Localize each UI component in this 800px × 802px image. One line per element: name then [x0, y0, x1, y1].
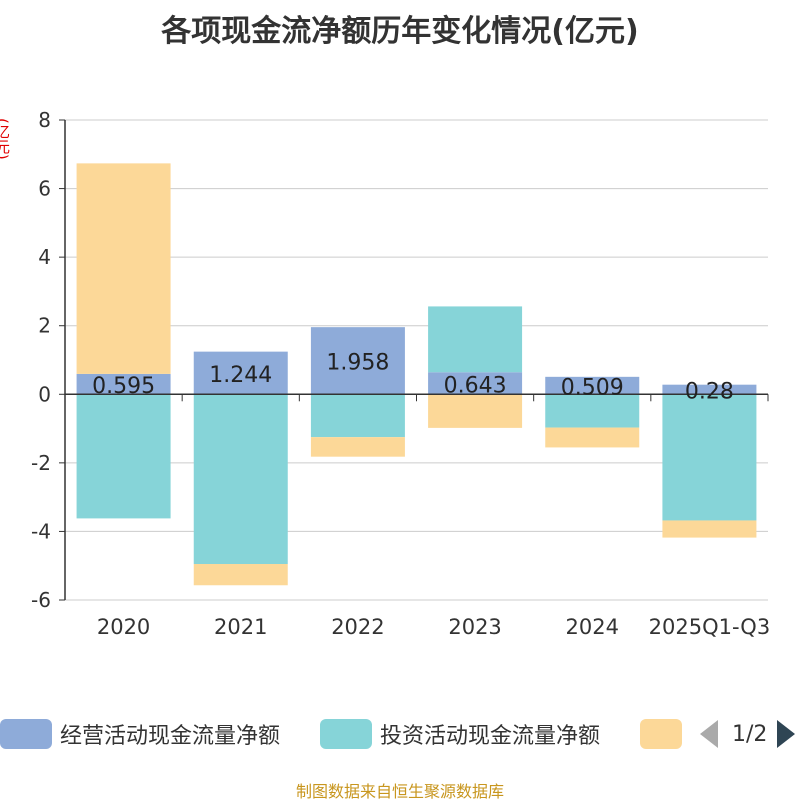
legend-label-investing: 投资活动现金流量净额 [380, 724, 601, 749]
bar-financing-2024 [545, 427, 640, 448]
x-category-label: 2022 [331, 615, 384, 639]
y-tick-label: 2 [38, 314, 51, 338]
bar-investing-2022 [310, 394, 405, 438]
x-category-label: 2023 [448, 615, 501, 639]
bar-operating-2025Q1-Q3 [662, 384, 757, 395]
legend-item-financing[interactable] [640, 716, 682, 752]
y-axis-unit-label: (亿元) [0, 118, 11, 160]
bar-investing-2024 [545, 394, 640, 428]
data-labels: 0.595 1.244 1.958 0.643 0.509 0.28 [92, 351, 734, 405]
legend-next-page-icon[interactable] [777, 720, 796, 748]
bar-operating-2024 [545, 376, 640, 395]
y-tick-label: 6 [38, 177, 51, 201]
y-tick-label: -4 [31, 519, 51, 543]
legend-item-operating[interactable]: 经营活动现金流量净额 [0, 716, 280, 752]
data-source-note: 制图数据来自恒生聚源数据库 [295, 782, 504, 801]
bar-operating-2023 [428, 372, 523, 395]
y-tick-label: 4 [38, 245, 51, 269]
bar-financing-2022 [310, 437, 405, 457]
legend-page-indicator: 1/2 [732, 721, 768, 747]
data-label-operating: 1.244 [209, 363, 272, 388]
legend-swatch-operating [0, 719, 52, 749]
legend-prev-page-icon[interactable] [700, 720, 718, 748]
data-label-operating: 0.643 [444, 373, 507, 398]
legend-swatch-financing [640, 719, 682, 749]
bar-financing-2023 [428, 394, 523, 428]
data-label-operating: 1.958 [326, 351, 389, 376]
y-tick-label: 8 [38, 108, 51, 132]
bar-operating-2021 [193, 351, 288, 395]
data-label-operating: 0.595 [92, 374, 155, 399]
x-category-label: 2025Q1-Q3 [649, 615, 771, 639]
y-tick-label: -6 [31, 588, 51, 612]
bar-operating-2022 [310, 327, 405, 395]
legend-pager: 1/2 [700, 716, 796, 752]
bar-operating-2020 [76, 373, 171, 395]
y-tick-label: 0 [38, 382, 51, 406]
bar-financing-2025Q1-Q3 [662, 520, 757, 538]
x-category-label: 2021 [214, 615, 267, 639]
bars [76, 163, 757, 586]
x-category-label: 2020 [97, 615, 150, 639]
legend-item-investing[interactable]: 投资活动现金流量净额 [320, 716, 600, 752]
grid-lines [65, 119, 768, 601]
chart-title: 各项现金流净额历年变化情况(亿元) [161, 14, 639, 49]
axes: -6 -4 -2 0 2 4 6 8 2020 2021 2022 2023 2024 2025Q1-Q3 [31, 108, 770, 639]
data-label-operating: 0.509 [561, 376, 624, 401]
bar-investing-2021 [193, 394, 288, 564]
legend-label-operating: 经营活动现金流量净额 [60, 724, 281, 749]
y-tick-label: -2 [31, 451, 51, 475]
legend-swatch-investing [320, 719, 372, 749]
bar-investing-2025Q1-Q3 [662, 394, 757, 521]
x-category-label: 2024 [566, 615, 619, 639]
bar-financing-2020 [76, 163, 171, 374]
bar-financing-2021 [193, 564, 288, 586]
bar-investing-2023 [428, 306, 523, 373]
legend: 经营活动现金流量净额 投资活动现金流量净额 1/2 [0, 716, 800, 756]
data-label-operating: 0.28 [685, 379, 734, 404]
bar-investing-2020 [76, 394, 171, 519]
